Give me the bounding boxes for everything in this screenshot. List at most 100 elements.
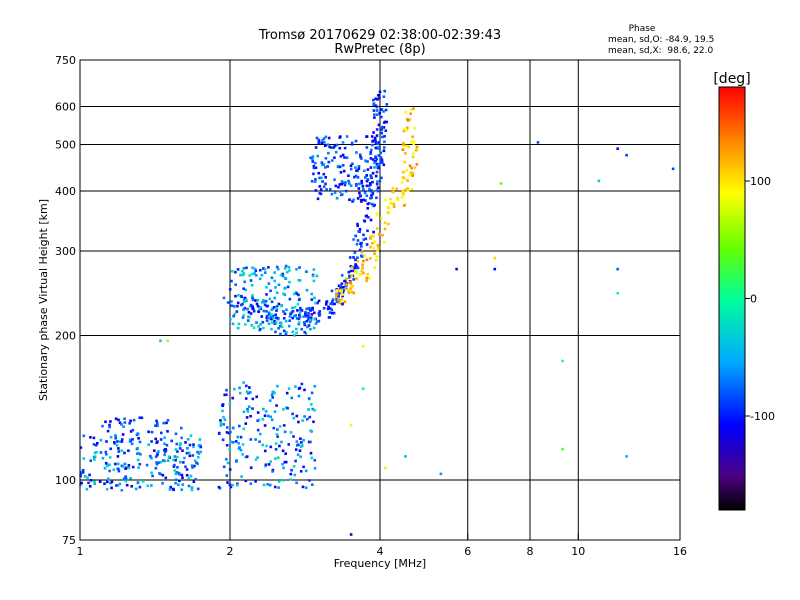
echo-point (151, 474, 154, 478)
y-axis: 75 100 200 300 400 500 600 750 (55, 54, 86, 547)
echo-point (121, 438, 124, 441)
echo-point (259, 327, 262, 331)
echo-point (362, 233, 365, 237)
echo-point (277, 283, 281, 287)
echo-point (197, 452, 201, 455)
echo-point (236, 483, 239, 487)
echo-point (373, 116, 376, 119)
echo-point (88, 473, 91, 477)
echo-point (263, 271, 267, 274)
echo-point (310, 391, 314, 395)
echo-point (275, 305, 279, 308)
echo-point (130, 442, 134, 445)
echo-point (396, 198, 400, 202)
echo-point (348, 276, 351, 279)
echo-point (173, 463, 176, 467)
echo-point (154, 455, 158, 458)
echo-point (375, 255, 379, 259)
echo-point (231, 396, 234, 400)
echo-point (298, 386, 302, 390)
echo-point (354, 263, 357, 266)
echo-point (536, 141, 540, 144)
echo-point (104, 450, 108, 454)
echo-point (287, 324, 291, 328)
echo-points (79, 89, 675, 536)
echo-point (192, 445, 195, 449)
echo-point (383, 89, 386, 93)
echo-point (408, 118, 412, 121)
echo-point (307, 312, 310, 315)
echo-point (412, 107, 415, 110)
echo-point (350, 285, 353, 289)
echo-point (344, 288, 348, 292)
echo-point (343, 279, 346, 283)
echo-point (246, 319, 250, 322)
echo-point (413, 166, 417, 170)
echo-point (234, 294, 237, 298)
echo-point (379, 156, 383, 159)
echo-point (284, 452, 287, 455)
echo-point (245, 416, 249, 419)
echo-point (155, 419, 158, 423)
echo-point (268, 483, 272, 487)
echo-point (375, 157, 379, 161)
echo-point (405, 144, 408, 148)
echo-point (374, 174, 378, 178)
echo-point (365, 279, 368, 283)
echo-point (375, 189, 379, 192)
echo-point (242, 381, 245, 384)
x-tick-label: 1 (77, 545, 84, 558)
echo-point (284, 319, 288, 323)
echo-point (403, 160, 406, 164)
echo-point (280, 325, 284, 329)
echo-point (258, 277, 262, 281)
echo-point (127, 466, 131, 470)
echo-point (252, 326, 256, 330)
echo-point (306, 325, 309, 329)
echo-point (378, 147, 381, 150)
echo-point (257, 325, 260, 328)
echo-point (364, 176, 367, 179)
echo-point (277, 267, 280, 271)
echo-point (121, 433, 125, 436)
echo-point (302, 315, 306, 318)
chart-title: Tromsø 20170629 02:38:00-02:39:43 (258, 28, 501, 43)
echo-point (406, 179, 409, 182)
echo-point (349, 424, 353, 427)
echo-point (221, 409, 224, 413)
colorbar-tick-label: 0 (750, 293, 757, 306)
echo-point (338, 165, 342, 169)
echo-point (305, 319, 309, 323)
echo-point (324, 157, 328, 160)
echo-point (105, 452, 108, 456)
echo-point (324, 303, 328, 306)
echo-point (392, 202, 396, 206)
echo-point (289, 431, 293, 434)
echo-point (275, 291, 279, 294)
echo-point (372, 230, 375, 234)
echo-point (154, 424, 157, 427)
echo-point (106, 480, 109, 484)
echo-point (307, 408, 310, 411)
echo-point (375, 134, 379, 137)
echo-point (357, 165, 361, 168)
echo-point (362, 259, 365, 263)
echo-point (290, 468, 293, 472)
echo-point (250, 324, 254, 327)
echo-point (309, 451, 313, 455)
echo-point (188, 451, 191, 454)
echo-point (349, 287, 352, 291)
echo-point (157, 461, 160, 464)
echo-point (246, 407, 249, 411)
echo-point (230, 304, 234, 307)
echo-point (373, 139, 377, 142)
echo-point (199, 450, 202, 454)
echo-point (299, 470, 303, 473)
echo-point (117, 418, 120, 422)
echo-point (362, 271, 365, 275)
echo-point (360, 269, 364, 272)
echo-point (374, 146, 378, 150)
echo-point (366, 207, 369, 210)
echo-point (402, 193, 405, 196)
echo-point (120, 464, 124, 468)
